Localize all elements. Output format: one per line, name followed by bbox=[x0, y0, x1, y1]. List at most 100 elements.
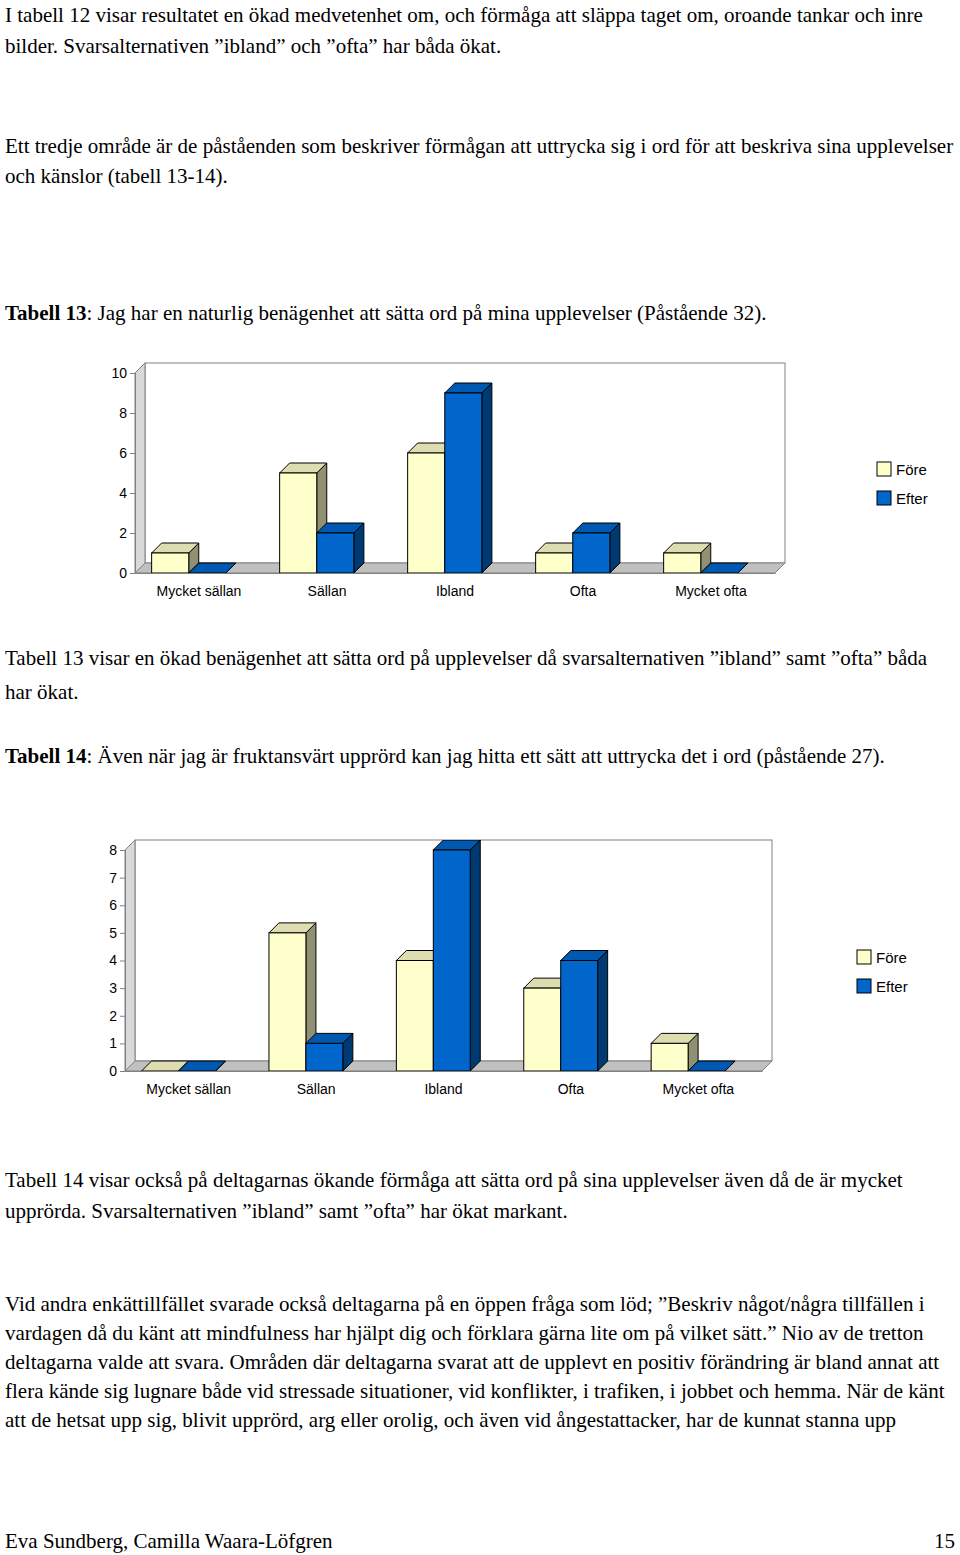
bar bbox=[573, 523, 620, 573]
y-tick-label: 8 bbox=[119, 405, 127, 421]
caption-text: : Jag har en naturlig benägenhet att sät… bbox=[87, 301, 767, 325]
bar-side bbox=[433, 951, 443, 1072]
x-axis-line bbox=[136, 573, 776, 574]
y-axis: 012345678 bbox=[109, 842, 125, 1079]
bar-front bbox=[664, 553, 701, 573]
y-tick-mark bbox=[120, 1016, 125, 1017]
bar-side bbox=[482, 383, 492, 573]
bar bbox=[688, 1061, 735, 1071]
bar-top bbox=[536, 543, 583, 553]
x-tick-label: Mycket ofta bbox=[663, 1081, 735, 1097]
bars bbox=[152, 383, 748, 573]
y-tick-mark bbox=[120, 1071, 125, 1072]
bar-front bbox=[524, 988, 561, 1071]
bar-side bbox=[317, 463, 327, 573]
x-tick-label: Sällan bbox=[297, 1081, 336, 1097]
bar-front bbox=[573, 533, 610, 573]
bar bbox=[317, 523, 364, 573]
y-tick-mark bbox=[130, 453, 135, 454]
y-tick: 7 bbox=[109, 870, 125, 886]
bar bbox=[561, 951, 608, 1072]
y-tick-label: 5 bbox=[109, 925, 117, 941]
y-tick-mark bbox=[130, 493, 135, 494]
bar bbox=[536, 543, 583, 573]
y-tick-label: 1 bbox=[109, 1035, 117, 1051]
bar-top bbox=[317, 523, 364, 533]
legend: Före Efter bbox=[877, 461, 928, 507]
back-wall bbox=[135, 840, 772, 1061]
bar-side bbox=[598, 951, 608, 1072]
y-tick: 2 bbox=[109, 1008, 125, 1024]
legend-swatch bbox=[877, 462, 891, 476]
floor bbox=[125, 1061, 772, 1071]
y-tick: 10 bbox=[111, 365, 135, 381]
bar-top bbox=[573, 523, 620, 533]
y-tick: 1 bbox=[109, 1035, 125, 1051]
y-tick-mark bbox=[120, 961, 125, 962]
y-tick-label: 2 bbox=[119, 525, 127, 541]
y-tick: 8 bbox=[109, 842, 125, 858]
caption-label: Tabell 13 bbox=[5, 301, 87, 325]
bar-front bbox=[269, 933, 306, 1071]
bars bbox=[142, 840, 735, 1071]
bar-top bbox=[179, 1061, 226, 1071]
y-tick-mark bbox=[130, 533, 135, 534]
x-tick-label: Ibland bbox=[424, 1081, 462, 1097]
x-tick: Mycket sällan bbox=[146, 1071, 231, 1097]
y-tick-label: 7 bbox=[109, 870, 117, 886]
bar bbox=[664, 543, 711, 573]
paragraph: Tabell 13 visar en ökad benägenhet att s… bbox=[5, 641, 955, 709]
legend-label: Efter bbox=[896, 490, 928, 507]
bar-side bbox=[688, 1033, 698, 1071]
legend-item: Före bbox=[877, 461, 927, 478]
bar-top bbox=[445, 383, 492, 393]
y-tick-label: 3 bbox=[109, 980, 117, 996]
x-tick-label: Mycket ofta bbox=[675, 583, 747, 599]
y-axis-line bbox=[130, 374, 136, 574]
bar-top bbox=[152, 543, 199, 553]
charts: 0246810Mycket sällanSällanIblandOftaMyck… bbox=[0, 0, 960, 1555]
side-wall bbox=[125, 840, 135, 1071]
y-axis: 0246810 bbox=[111, 365, 135, 581]
y-tick-label: 4 bbox=[119, 485, 127, 501]
bar-side bbox=[226, 563, 236, 573]
y-tick: 6 bbox=[109, 897, 125, 913]
y-tick-label: 10 bbox=[111, 365, 127, 381]
bar bbox=[306, 1033, 353, 1071]
caption-text: : Även när jag är fruktansvärt upprörd k… bbox=[87, 744, 885, 768]
y-tick: 8 bbox=[119, 405, 135, 421]
bar-front bbox=[280, 473, 317, 573]
bar-side bbox=[354, 523, 364, 573]
paragraph: Ett tredje område är de påståenden som b… bbox=[5, 131, 955, 191]
y-tick: 2 bbox=[119, 525, 135, 541]
bar-side bbox=[561, 978, 571, 1071]
bar-front bbox=[536, 553, 573, 573]
x-axis: Mycket sällan Sällan Ibland Ofta Mycket ofta bbox=[126, 1071, 763, 1097]
bar-side bbox=[343, 1033, 353, 1071]
y-tick-mark bbox=[130, 373, 135, 374]
bar-front bbox=[701, 573, 738, 574]
bar-top bbox=[306, 1033, 353, 1043]
y-tick-mark bbox=[130, 573, 135, 574]
bar-top bbox=[701, 563, 748, 573]
y-tick-mark bbox=[120, 933, 125, 934]
caption: Tabell 14: Även när jag är fruktansvärt … bbox=[5, 740, 955, 772]
y-tick: 6 bbox=[119, 445, 135, 461]
x-tick: Ofta bbox=[558, 1071, 585, 1097]
back-wall bbox=[145, 363, 785, 563]
bar-side bbox=[470, 840, 480, 1071]
bar-front bbox=[651, 1043, 688, 1071]
bar-side bbox=[738, 563, 748, 573]
x-tick-label: Ofta bbox=[558, 1081, 585, 1097]
bar-side bbox=[445, 443, 455, 573]
paragraph: Vid andra enkättillfället svarade också … bbox=[5, 1290, 955, 1435]
bar-top bbox=[396, 951, 443, 961]
bar bbox=[396, 951, 443, 1072]
bar bbox=[701, 563, 748, 573]
bar-front bbox=[445, 393, 482, 573]
bar-top bbox=[408, 443, 455, 453]
bar bbox=[651, 1033, 698, 1071]
x-tick: Sällan bbox=[308, 573, 347, 599]
bar-side bbox=[701, 543, 711, 573]
page-number: 15 bbox=[5, 1527, 955, 1555]
